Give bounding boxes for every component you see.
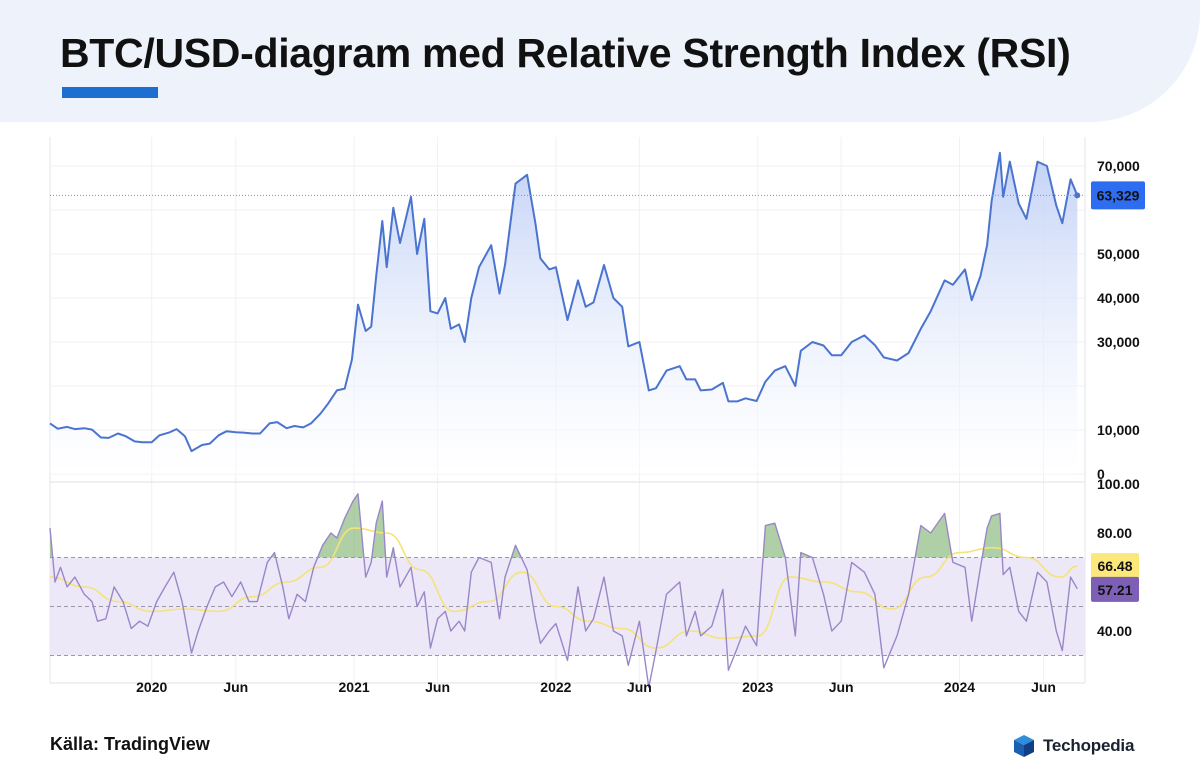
rsi-panel: 66.48 57.21 <box>49 493 1139 689</box>
title-underline <box>62 87 158 98</box>
rsi-badge <box>1091 576 1139 602</box>
price-y-tick-label: 70,000 <box>1097 158 1140 174</box>
x-tick-label: Jun <box>223 679 248 695</box>
x-tick-label: Jun <box>829 679 854 695</box>
techopedia-cube-icon <box>1014 735 1034 757</box>
price-y-tick-label: 30,000 <box>1097 334 1140 350</box>
x-tick-label: Jun <box>1031 679 1056 695</box>
price-y-tick-label: 10,000 <box>1097 422 1140 438</box>
header-band <box>0 0 1200 122</box>
x-tick-label: Jun <box>425 679 450 695</box>
last-price-badge <box>1091 181 1145 210</box>
rsi-ma-line <box>49 527 1078 649</box>
x-tick-label: 2021 <box>339 679 370 695</box>
price-panel: 63,329 <box>49 151 1145 475</box>
x-tick-label: Jun <box>627 679 652 695</box>
price-area-fill <box>50 152 1078 475</box>
rsi-value: 57.21 <box>1097 582 1132 598</box>
rsi-line <box>49 493 1078 689</box>
rsi-y-tick-label: 80.00 <box>1097 525 1132 541</box>
x-tick-label: 2024 <box>944 679 975 695</box>
last-price-label: 63,329 <box>1097 187 1140 203</box>
x-tick-label: 2020 <box>136 679 167 695</box>
price-line <box>49 151 1079 453</box>
techopedia-logo[interactable]: Techopedia <box>1012 733 1134 759</box>
price-y-tick-label: 40,000 <box>1097 290 1140 306</box>
source-caption: Källa: TradingView <box>50 734 210 754</box>
rsi-y-tick-label: 40.00 <box>1097 623 1132 639</box>
axis-layer: 2020 Jun 2021 Jun 2022 Jun 2023 Jun 2024 Jun 0 10,0… <box>136 158 1140 695</box>
x-tick-label: 2022 <box>540 679 571 695</box>
x-tick-label: 2023 <box>742 679 773 695</box>
rsi-ma-badge <box>1091 553 1139 580</box>
rsi-ma-value: 66.48 <box>1097 558 1132 574</box>
logo-text: Techopedia <box>1043 736 1135 755</box>
price-y-tick-label: 50,000 <box>1097 246 1140 262</box>
last-price-marker <box>1074 192 1081 199</box>
rsi-y-tick-label: 100.00 <box>1097 476 1140 492</box>
price-y-tick-label: 0 <box>1097 466 1105 482</box>
page-title: BTC/USD-diagram med Relative Strength In… <box>60 30 1071 76</box>
